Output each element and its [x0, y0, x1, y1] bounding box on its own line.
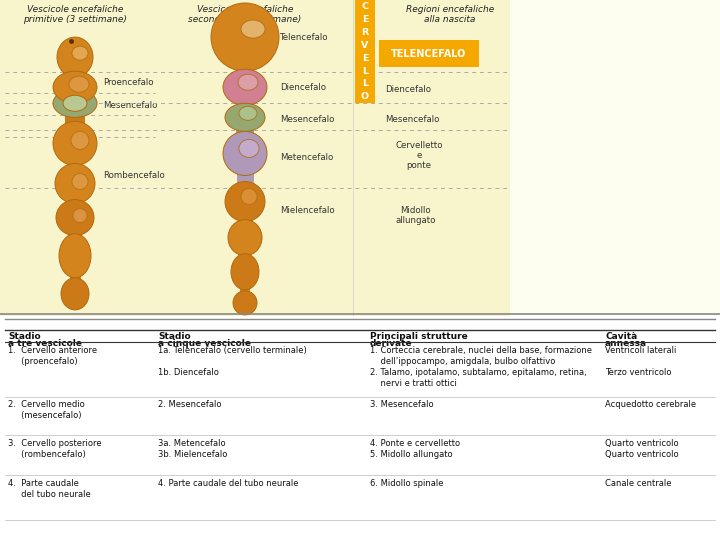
Text: Mesencefalo: Mesencefalo [103, 101, 158, 110]
Ellipse shape [56, 200, 94, 235]
Bar [236, 172, 253, 188]
Text: Telencefalo: Telencefalo [280, 32, 328, 42]
Text: 4. Ponte e cervelletto
5. Midollo allungato: 4. Ponte e cervelletto 5. Midollo allung… [370, 439, 460, 459]
Ellipse shape [53, 122, 97, 165]
Ellipse shape [73, 208, 87, 222]
Text: Mielencefalo: Mielencefalo [280, 206, 335, 215]
Ellipse shape [72, 46, 88, 60]
Text: Quarto ventricolo
Quarto ventricolo: Quarto ventricolo Quarto ventricolo [605, 439, 679, 459]
Bar [70, 260, 81, 288]
Ellipse shape [71, 131, 89, 150]
Ellipse shape [69, 76, 89, 92]
Bar [236, 69, 254, 75]
Text: Mesencefalo: Mesencefalo [280, 115, 334, 124]
Text: a cinque vescicole: a cinque vescicole [158, 339, 251, 348]
Bar [239, 253, 251, 264]
Text: 1a. Telencefalo (cervello terminale)

1b. Diencefalo: 1a. Telencefalo (cervello terminale) 1b.… [158, 346, 307, 377]
Text: 2. Mesencefalo: 2. Mesencefalo [158, 400, 222, 409]
Ellipse shape [57, 37, 93, 77]
Text: Diencefalo: Diencefalo [385, 85, 431, 94]
Text: Canale centrale: Canale centrale [605, 479, 672, 488]
Text: 3a. Metencefalo
3b. Mielencefalo: 3a. Metencefalo 3b. Mielencefalo [158, 439, 228, 459]
Text: Proencefalo: Proencefalo [103, 78, 153, 87]
Text: 4.  Parte caudale
     del tubo neurale: 4. Parte caudale del tubo neurale [8, 479, 91, 499]
Text: R: R [361, 28, 369, 37]
Ellipse shape [223, 131, 267, 176]
Text: derivate: derivate [370, 339, 413, 348]
Bar [64, 89, 86, 111]
Bar [236, 102, 253, 110]
Text: Ventricoli laterali

Terzo ventricolo: Ventricoli laterali Terzo ventricolo [605, 346, 676, 377]
Text: TELENCEFALO: TELENCEFALO [391, 49, 467, 59]
Text: 3. Mesencefalo: 3. Mesencefalo [370, 400, 433, 409]
Text: O: O [361, 92, 369, 102]
Ellipse shape [63, 95, 87, 111]
Bar [240, 286, 250, 298]
Text: Cervelletto
e
ponte: Cervelletto e ponte [395, 140, 443, 170]
Text: E: E [361, 15, 368, 24]
Ellipse shape [241, 20, 265, 38]
Text: 3.  Cervello posteriore
     (rombencefalo): 3. Cervello posteriore (rombencefalo) [8, 439, 102, 459]
Text: Principali strutture: Principali strutture [370, 332, 468, 341]
Ellipse shape [238, 74, 258, 90]
Ellipse shape [225, 103, 265, 131]
Ellipse shape [231, 254, 259, 290]
Bar [69, 221, 81, 248]
Ellipse shape [211, 3, 279, 71]
Bar [68, 60, 82, 77]
Text: 1.  Cervello anteriore
     (proencefalo): 1. Cervello anteriore (proencefalo) [8, 346, 97, 366]
Ellipse shape [233, 291, 257, 315]
Text: 2.  Cervello medio
     (mesencefalo): 2. Cervello medio (mesencefalo) [8, 400, 85, 420]
Bar [68, 186, 81, 211]
Text: 6. Midollo spinale: 6. Midollo spinale [370, 479, 444, 488]
Bar [510, 0, 720, 316]
Text: Vescicole encefaliche
primitive (3 settimane): Vescicole encefaliche primitive (3 setti… [23, 5, 127, 24]
Bar [355, 0, 375, 103]
Ellipse shape [228, 220, 262, 256]
Text: Rombencefalo: Rombencefalo [103, 171, 165, 180]
Ellipse shape [53, 71, 97, 103]
Text: V: V [361, 40, 369, 50]
Bar [238, 218, 253, 228]
Text: L: L [362, 79, 368, 89]
Text: 1. Corteccia cerebrale, nuclei della base, formazione
    dell’ippocampo, amigda: 1. Corteccia cerebrale, nuclei della bas… [370, 346, 592, 388]
Text: Metencefalo: Metencefalo [280, 153, 333, 162]
Bar [0, 0, 510, 316]
Ellipse shape [61, 278, 89, 310]
Text: Regioni encefaliche
alla nascita: Regioni encefaliche alla nascita [406, 5, 494, 24]
Text: L: L [362, 66, 368, 76]
Bar [67, 145, 83, 176]
Ellipse shape [55, 164, 95, 204]
Ellipse shape [53, 89, 97, 117]
Text: Stadio: Stadio [158, 332, 191, 341]
Text: E: E [361, 53, 368, 63]
Ellipse shape [59, 234, 91, 278]
Text: Cavità: Cavità [605, 332, 637, 341]
Ellipse shape [239, 106, 257, 120]
Text: Diencefalo: Diencefalo [280, 83, 326, 92]
Bar [236, 127, 254, 138]
Text: Acquedotto cerebrale: Acquedotto cerebrale [605, 400, 696, 409]
Bar [65, 111, 85, 137]
Ellipse shape [239, 139, 259, 158]
Ellipse shape [241, 188, 257, 205]
Text: Vescicole encefaliche
secondarie (6 settimane): Vescicole encefaliche secondarie (6 sett… [189, 5, 302, 24]
Ellipse shape [72, 173, 88, 190]
Text: 4. Parte caudale del tubo neurale: 4. Parte caudale del tubo neurale [158, 479, 299, 488]
Text: a tre vescicole: a tre vescicole [8, 339, 82, 348]
Text: annessa: annessa [605, 339, 647, 348]
Ellipse shape [225, 181, 265, 221]
Text: Mesencefalo: Mesencefalo [385, 115, 439, 124]
Text: Midollo
allungato: Midollo allungato [395, 206, 436, 225]
Text: C: C [361, 2, 369, 11]
Ellipse shape [223, 69, 267, 105]
Bar [379, 40, 479, 67]
Text: Stadio: Stadio [8, 332, 40, 341]
